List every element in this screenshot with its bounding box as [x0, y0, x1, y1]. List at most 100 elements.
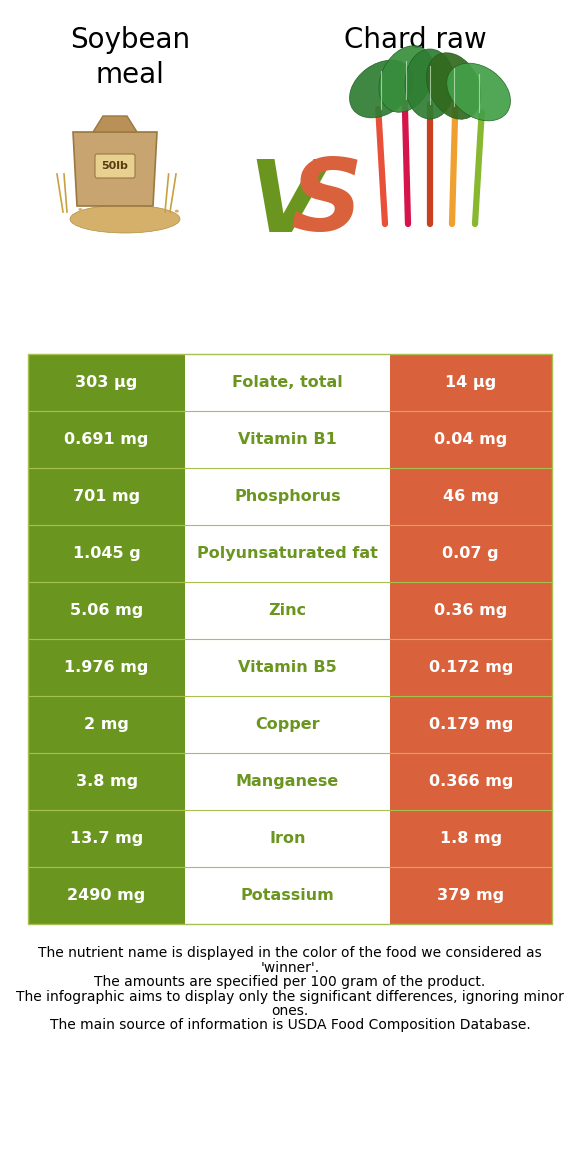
FancyBboxPatch shape — [95, 154, 135, 178]
Bar — [28, 355, 185, 411]
Bar — [185, 411, 390, 468]
Text: The amounts are specified per 100 gram of the product.: The amounts are specified per 100 gram o… — [95, 974, 485, 989]
Ellipse shape — [143, 224, 147, 228]
Bar — [185, 639, 390, 696]
Bar — [390, 468, 552, 525]
Text: 46 mg: 46 mg — [443, 490, 499, 504]
Text: Zinc: Zinc — [269, 603, 306, 618]
Bar — [185, 468, 390, 525]
Text: Potassium: Potassium — [241, 888, 334, 903]
Bar — [390, 525, 552, 582]
Bar — [185, 810, 390, 868]
Ellipse shape — [159, 215, 163, 218]
Ellipse shape — [138, 216, 142, 220]
Ellipse shape — [150, 208, 154, 211]
Text: 5.06 mg: 5.06 mg — [70, 603, 143, 618]
Text: ones.: ones. — [271, 1004, 309, 1018]
Ellipse shape — [405, 49, 455, 119]
Ellipse shape — [160, 211, 164, 215]
Ellipse shape — [146, 211, 150, 215]
Text: Chard raw: Chard raw — [343, 26, 487, 54]
Bar — [28, 753, 185, 810]
Ellipse shape — [129, 222, 133, 224]
Text: Phosphorus: Phosphorus — [234, 490, 340, 504]
Ellipse shape — [111, 222, 115, 224]
Ellipse shape — [93, 214, 97, 217]
Bar — [185, 582, 390, 639]
Ellipse shape — [129, 227, 133, 229]
Ellipse shape — [447, 63, 510, 121]
Ellipse shape — [350, 60, 414, 117]
Text: 701 mg: 701 mg — [73, 490, 140, 504]
Text: S: S — [290, 155, 362, 252]
Ellipse shape — [104, 220, 108, 223]
Text: 1.045 g: 1.045 g — [72, 546, 140, 561]
Ellipse shape — [71, 218, 75, 222]
Bar — [28, 868, 185, 924]
Bar — [185, 753, 390, 810]
Text: 0.366 mg: 0.366 mg — [429, 774, 513, 789]
Bar — [28, 355, 552, 924]
Text: Manganese: Manganese — [235, 774, 339, 789]
Text: 0.691 mg: 0.691 mg — [64, 432, 149, 447]
Polygon shape — [93, 116, 137, 131]
Bar — [390, 355, 552, 411]
Ellipse shape — [84, 225, 88, 228]
Ellipse shape — [145, 221, 149, 224]
Bar — [390, 810, 552, 868]
Ellipse shape — [109, 209, 113, 212]
Text: Polyunsaturated fat: Polyunsaturated fat — [197, 546, 378, 561]
Bar — [390, 753, 552, 810]
Text: Folate, total: Folate, total — [232, 375, 343, 390]
Ellipse shape — [130, 212, 134, 215]
Text: Vitamin B5: Vitamin B5 — [238, 660, 337, 675]
Ellipse shape — [426, 53, 481, 120]
Polygon shape — [73, 131, 157, 205]
Text: 1.976 mg: 1.976 mg — [64, 660, 149, 675]
Bar — [390, 582, 552, 639]
Bar — [28, 468, 185, 525]
Bar — [185, 868, 390, 924]
Ellipse shape — [151, 221, 155, 223]
Bar — [390, 411, 552, 468]
Text: Vitamin B1: Vitamin B1 — [238, 432, 337, 447]
Ellipse shape — [379, 46, 433, 113]
Ellipse shape — [153, 218, 157, 222]
Text: 0.04 mg: 0.04 mg — [434, 432, 508, 447]
Text: The infographic aims to display only the significant differences, ignoring minor: The infographic aims to display only the… — [16, 990, 564, 1004]
Bar — [28, 525, 185, 582]
Text: 13.7 mg: 13.7 mg — [70, 831, 143, 846]
Ellipse shape — [162, 214, 166, 216]
Bar — [390, 639, 552, 696]
Text: 379 mg: 379 mg — [437, 888, 505, 903]
Bar — [185, 355, 390, 411]
Ellipse shape — [154, 223, 158, 227]
Bar — [390, 868, 552, 924]
Bar — [28, 696, 185, 753]
Bar — [28, 639, 185, 696]
Ellipse shape — [118, 216, 122, 220]
Ellipse shape — [117, 223, 121, 225]
Ellipse shape — [152, 211, 155, 215]
Ellipse shape — [154, 214, 158, 217]
Ellipse shape — [74, 222, 78, 225]
Text: V: V — [248, 155, 325, 252]
Text: 0.07 g: 0.07 g — [443, 546, 499, 561]
Text: 'winner'.: 'winner'. — [260, 960, 320, 974]
Ellipse shape — [142, 218, 146, 221]
Text: 0.36 mg: 0.36 mg — [434, 603, 508, 618]
Ellipse shape — [119, 224, 124, 227]
Bar — [390, 696, 552, 753]
Text: 1.8 mg: 1.8 mg — [440, 831, 502, 846]
Text: 14 μg: 14 μg — [445, 375, 496, 390]
Text: 303 μg: 303 μg — [75, 375, 138, 390]
Bar — [185, 696, 390, 753]
Bar — [28, 582, 185, 639]
Text: 50lb: 50lb — [102, 161, 128, 171]
Text: The main source of information is USDA Food Composition Database.: The main source of information is USDA F… — [50, 1019, 530, 1032]
Text: 3.8 mg: 3.8 mg — [75, 774, 137, 789]
Ellipse shape — [119, 227, 124, 230]
Text: 2 mg: 2 mg — [84, 717, 129, 733]
Text: The nutrient name is displayed in the color of the food we considered as: The nutrient name is displayed in the co… — [38, 946, 542, 960]
Text: Copper: Copper — [255, 717, 320, 733]
